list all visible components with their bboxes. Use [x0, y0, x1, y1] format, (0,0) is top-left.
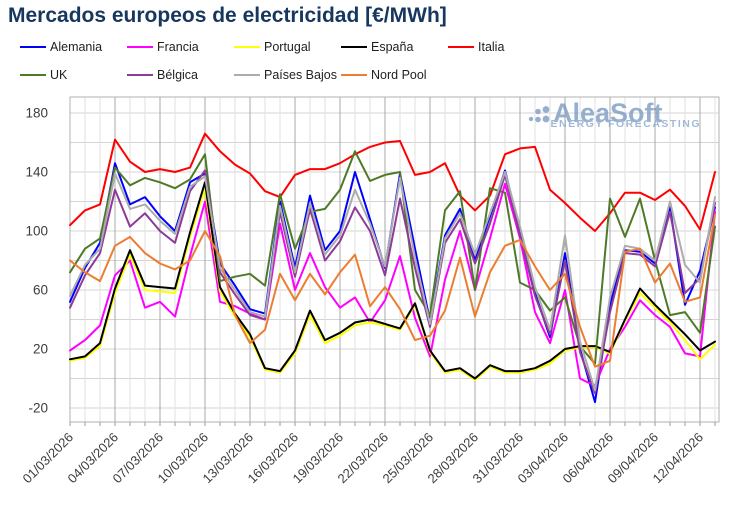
- chart-title: Mercados europeos de electricidad [€/MWh…: [8, 4, 447, 27]
- legend-item-alemania: Alemania: [20, 39, 127, 55]
- logo-dots-icon: [535, 116, 541, 123]
- chart-legend: Alemania Francia Portugal España Italia UK Bél…: [20, 39, 555, 83]
- legend-swatch: [127, 45, 153, 49]
- legend-swatch: [127, 73, 153, 77]
- legend-item-bélgica: Bélgica: [127, 67, 234, 83]
- legend-label: UK: [50, 68, 68, 82]
- y-axis-label: 140: [25, 165, 48, 180]
- legend-label: Nord Pool: [371, 68, 427, 82]
- legend-label: Italia: [478, 40, 505, 54]
- legend-item-países-bajos: Países Bajos: [234, 67, 341, 83]
- y-axis-label: 20: [33, 342, 48, 357]
- watermark-subtitle: ENERGY FORECASTING: [551, 118, 702, 130]
- series-line-bélgica: [69, 169, 716, 395]
- logo-dots-icon: [542, 106, 550, 113]
- legend-label: Alemania: [50, 40, 103, 54]
- legend-swatch: [20, 73, 46, 77]
- legend-swatch: [234, 45, 260, 49]
- legend-label: Portugal: [264, 40, 311, 54]
- legend-label: Bélgica: [157, 68, 198, 82]
- y-axis-label: 180: [25, 106, 48, 121]
- series-line-uk: [69, 150, 716, 365]
- logo-dots-icon: [528, 116, 534, 122]
- series-line-nord-pool: [69, 213, 716, 368]
- legend-swatch: [234, 73, 260, 77]
- legend-label: Francia: [157, 40, 199, 54]
- series-line-portugal: [69, 187, 716, 381]
- legend-label: España: [371, 40, 414, 54]
- series-line-países-bajos: [69, 171, 716, 392]
- plot-border: [69, 96, 720, 423]
- watermark-name: AleaSoft: [553, 98, 663, 128]
- legend-item-francia: Francia: [127, 39, 234, 55]
- legend-item-nord-pool: Nord Pool: [341, 67, 448, 83]
- legend-item-españa: España: [341, 39, 448, 55]
- series-line-españa: [69, 181, 716, 380]
- y-axis-label: 100: [25, 224, 48, 239]
- logo-dots-icon: [535, 108, 541, 115]
- y-axis-label: 60: [33, 283, 48, 298]
- legend-label: Países Bajos: [264, 68, 337, 82]
- series-line-francia: [69, 182, 716, 387]
- legend-swatch: [341, 45, 367, 49]
- logo-dots-icon: [542, 115, 550, 123]
- legend-item-uk: UK: [20, 67, 127, 83]
- legend-item-portugal: Portugal: [234, 39, 341, 55]
- legend-swatch: [448, 45, 474, 49]
- legend-swatch: [341, 73, 367, 77]
- legend-swatch: [20, 45, 46, 49]
- y-axis-label: -20: [28, 401, 48, 416]
- legend-item-italia: Italia: [448, 39, 555, 55]
